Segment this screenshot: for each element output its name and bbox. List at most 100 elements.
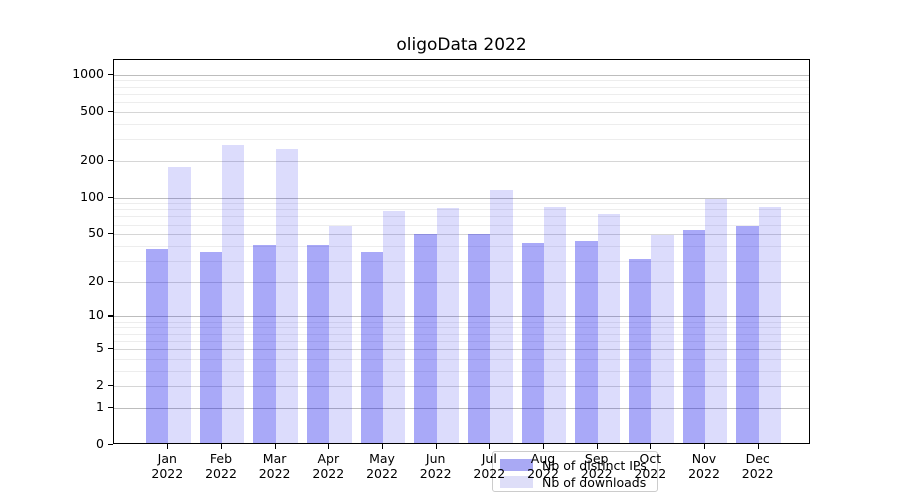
y-axis-tick-label: 50: [88, 225, 104, 241]
x-axis-tick-label: Jun 2022: [401, 451, 471, 481]
bar-distinct-ips: [575, 241, 598, 443]
x-axis-tick-label: Oct 2022: [615, 451, 685, 481]
bar-distinct-ips: [360, 252, 383, 443]
x-axis-tick-mark: [328, 444, 330, 449]
gridline: [114, 386, 809, 388]
gridline: [114, 358, 809, 360]
x-axis-tick-label: Sep 2022: [562, 451, 632, 481]
y-axis-tick-label: 200: [80, 151, 104, 167]
bar-distinct-ips: [521, 242, 544, 443]
gridline: [114, 197, 809, 199]
x-axis-tick-label-line: Apr: [317, 451, 340, 466]
x-axis-tick-label-line: Sep: [584, 451, 609, 466]
x-axis-tick-label-line: 2022: [688, 466, 720, 481]
bar-downloads: [383, 210, 406, 443]
bar-downloads: [705, 199, 728, 443]
y-axis-tick-label: 20: [88, 272, 104, 288]
gridline: [114, 234, 809, 236]
x-axis-tick-label-line: Nov: [691, 451, 717, 466]
x-axis-tick-label-line: 2022: [312, 466, 345, 481]
gridline: [114, 370, 809, 372]
bar-downloads: [275, 148, 298, 443]
y-axis-tick-label: 1000: [72, 65, 104, 81]
y-axis-tick-mark: [108, 233, 113, 235]
gridline: [114, 160, 809, 162]
y-axis-tick-label: 10: [88, 307, 104, 323]
x-axis-tick-label: Nov 2022: [669, 451, 739, 481]
legend-label: Nb of distinct IPs: [542, 457, 647, 473]
x-axis-tick-label-line: Mar: [262, 451, 287, 466]
y-axis-tick-label: 2: [96, 377, 104, 393]
gridline: [114, 316, 809, 318]
x-axis-tick-label-line: Oct: [639, 451, 662, 466]
legend-item-downloads: Nb of downloads: [500, 474, 649, 490]
x-axis-tick-mark: [543, 444, 545, 449]
gridline: [114, 340, 809, 342]
bar-downloads: [168, 167, 191, 443]
gridline: [114, 203, 809, 205]
y-axis-tick-mark: [108, 73, 113, 75]
y-axis-tick-mark: [108, 385, 113, 387]
y-axis-tick-mark: [108, 280, 113, 282]
legend-swatch-downloads: [500, 476, 533, 488]
gridline: [114, 348, 809, 350]
y-axis-tick-label: 100: [80, 188, 104, 204]
x-axis-tick-label: Apr 2022: [293, 451, 363, 481]
x-axis-tick-label: Feb 2022: [186, 451, 256, 481]
x-axis-tick-label-line: 2022: [419, 466, 452, 481]
bar-distinct-ips: [736, 226, 759, 443]
y-axis-tick-mark: [108, 110, 113, 112]
gridline: [114, 224, 809, 226]
legend-swatch-ips: [500, 459, 533, 471]
gridline: [114, 260, 809, 262]
bar-distinct-ips: [199, 252, 222, 443]
x-axis-tick-mark: [650, 444, 652, 449]
gridline: [114, 101, 809, 103]
bar-downloads: [436, 208, 459, 443]
y-axis-tick-mark: [108, 347, 113, 350]
x-axis-tick-label-line: 2022: [258, 466, 291, 481]
x-axis-tick-label-line: 2022: [741, 466, 774, 481]
gridline: [114, 123, 809, 125]
x-axis-tick-label-line: May: [369, 451, 395, 466]
bar-distinct-ips: [629, 258, 652, 443]
x-axis-tick-label-line: Jun: [425, 451, 446, 466]
gridline: [114, 86, 809, 88]
x-axis-tick-mark: [596, 444, 598, 449]
gridline: [114, 93, 809, 95]
legend-item-distinct-ips: Nb of distinct IPs: [500, 457, 649, 473]
bar-downloads: [651, 235, 674, 443]
y-axis-tick-label: 500: [80, 102, 104, 118]
bar-downloads: [544, 206, 567, 443]
gridline: [114, 327, 809, 329]
legend: Nb of distinct IPs Nb of downloads: [492, 451, 658, 492]
x-axis-tick-label-line: 2022: [366, 466, 398, 481]
x-axis-tick-label: Jan 2022: [132, 451, 202, 481]
gridline: [114, 407, 809, 409]
gridline: [114, 74, 809, 76]
x-axis-tick-mark: [221, 444, 223, 449]
x-axis-tick-mark: [435, 444, 437, 449]
x-axis-tick-mark: [274, 444, 276, 449]
x-axis-tick-label-line: 2022: [205, 466, 237, 481]
y-axis-tick-mark: [108, 444, 113, 446]
chart-title: oligoData 2022: [396, 35, 527, 55]
x-axis-tick-label-line: 2022: [473, 466, 506, 481]
gridline: [114, 216, 809, 218]
x-axis-tick-label-line: 2022: [151, 466, 184, 481]
legend-label: Nb of downloads: [542, 474, 647, 490]
y-axis-tick-label: 0: [96, 436, 104, 451]
bar-downloads: [597, 213, 620, 443]
gridline: [114, 139, 809, 140]
y-axis-tick-mark: [108, 315, 113, 317]
bar-distinct-ips: [253, 245, 276, 443]
x-axis-tick-label-line: Aug: [530, 451, 556, 466]
bar-downloads: [490, 190, 513, 443]
gridline: [114, 321, 809, 323]
x-axis-tick-label: May 2022: [347, 451, 417, 481]
gridline: [114, 80, 809, 82]
bar-downloads: [329, 226, 352, 443]
x-axis-tick-mark: [489, 444, 491, 449]
gridline: [114, 111, 809, 113]
